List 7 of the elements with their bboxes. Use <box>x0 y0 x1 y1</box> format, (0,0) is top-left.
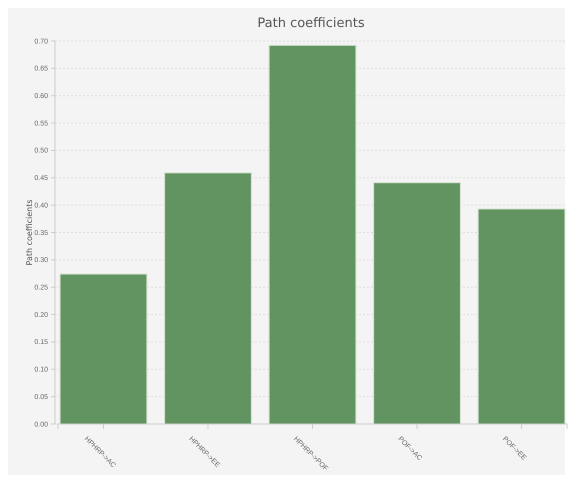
bar <box>478 208 566 424</box>
bar <box>268 44 356 424</box>
chart-title: Path coefficients <box>257 16 365 31</box>
bar <box>60 274 148 424</box>
bar <box>164 172 252 424</box>
y-axis-title: Path coefficients <box>25 200 34 266</box>
bar <box>373 182 461 424</box>
